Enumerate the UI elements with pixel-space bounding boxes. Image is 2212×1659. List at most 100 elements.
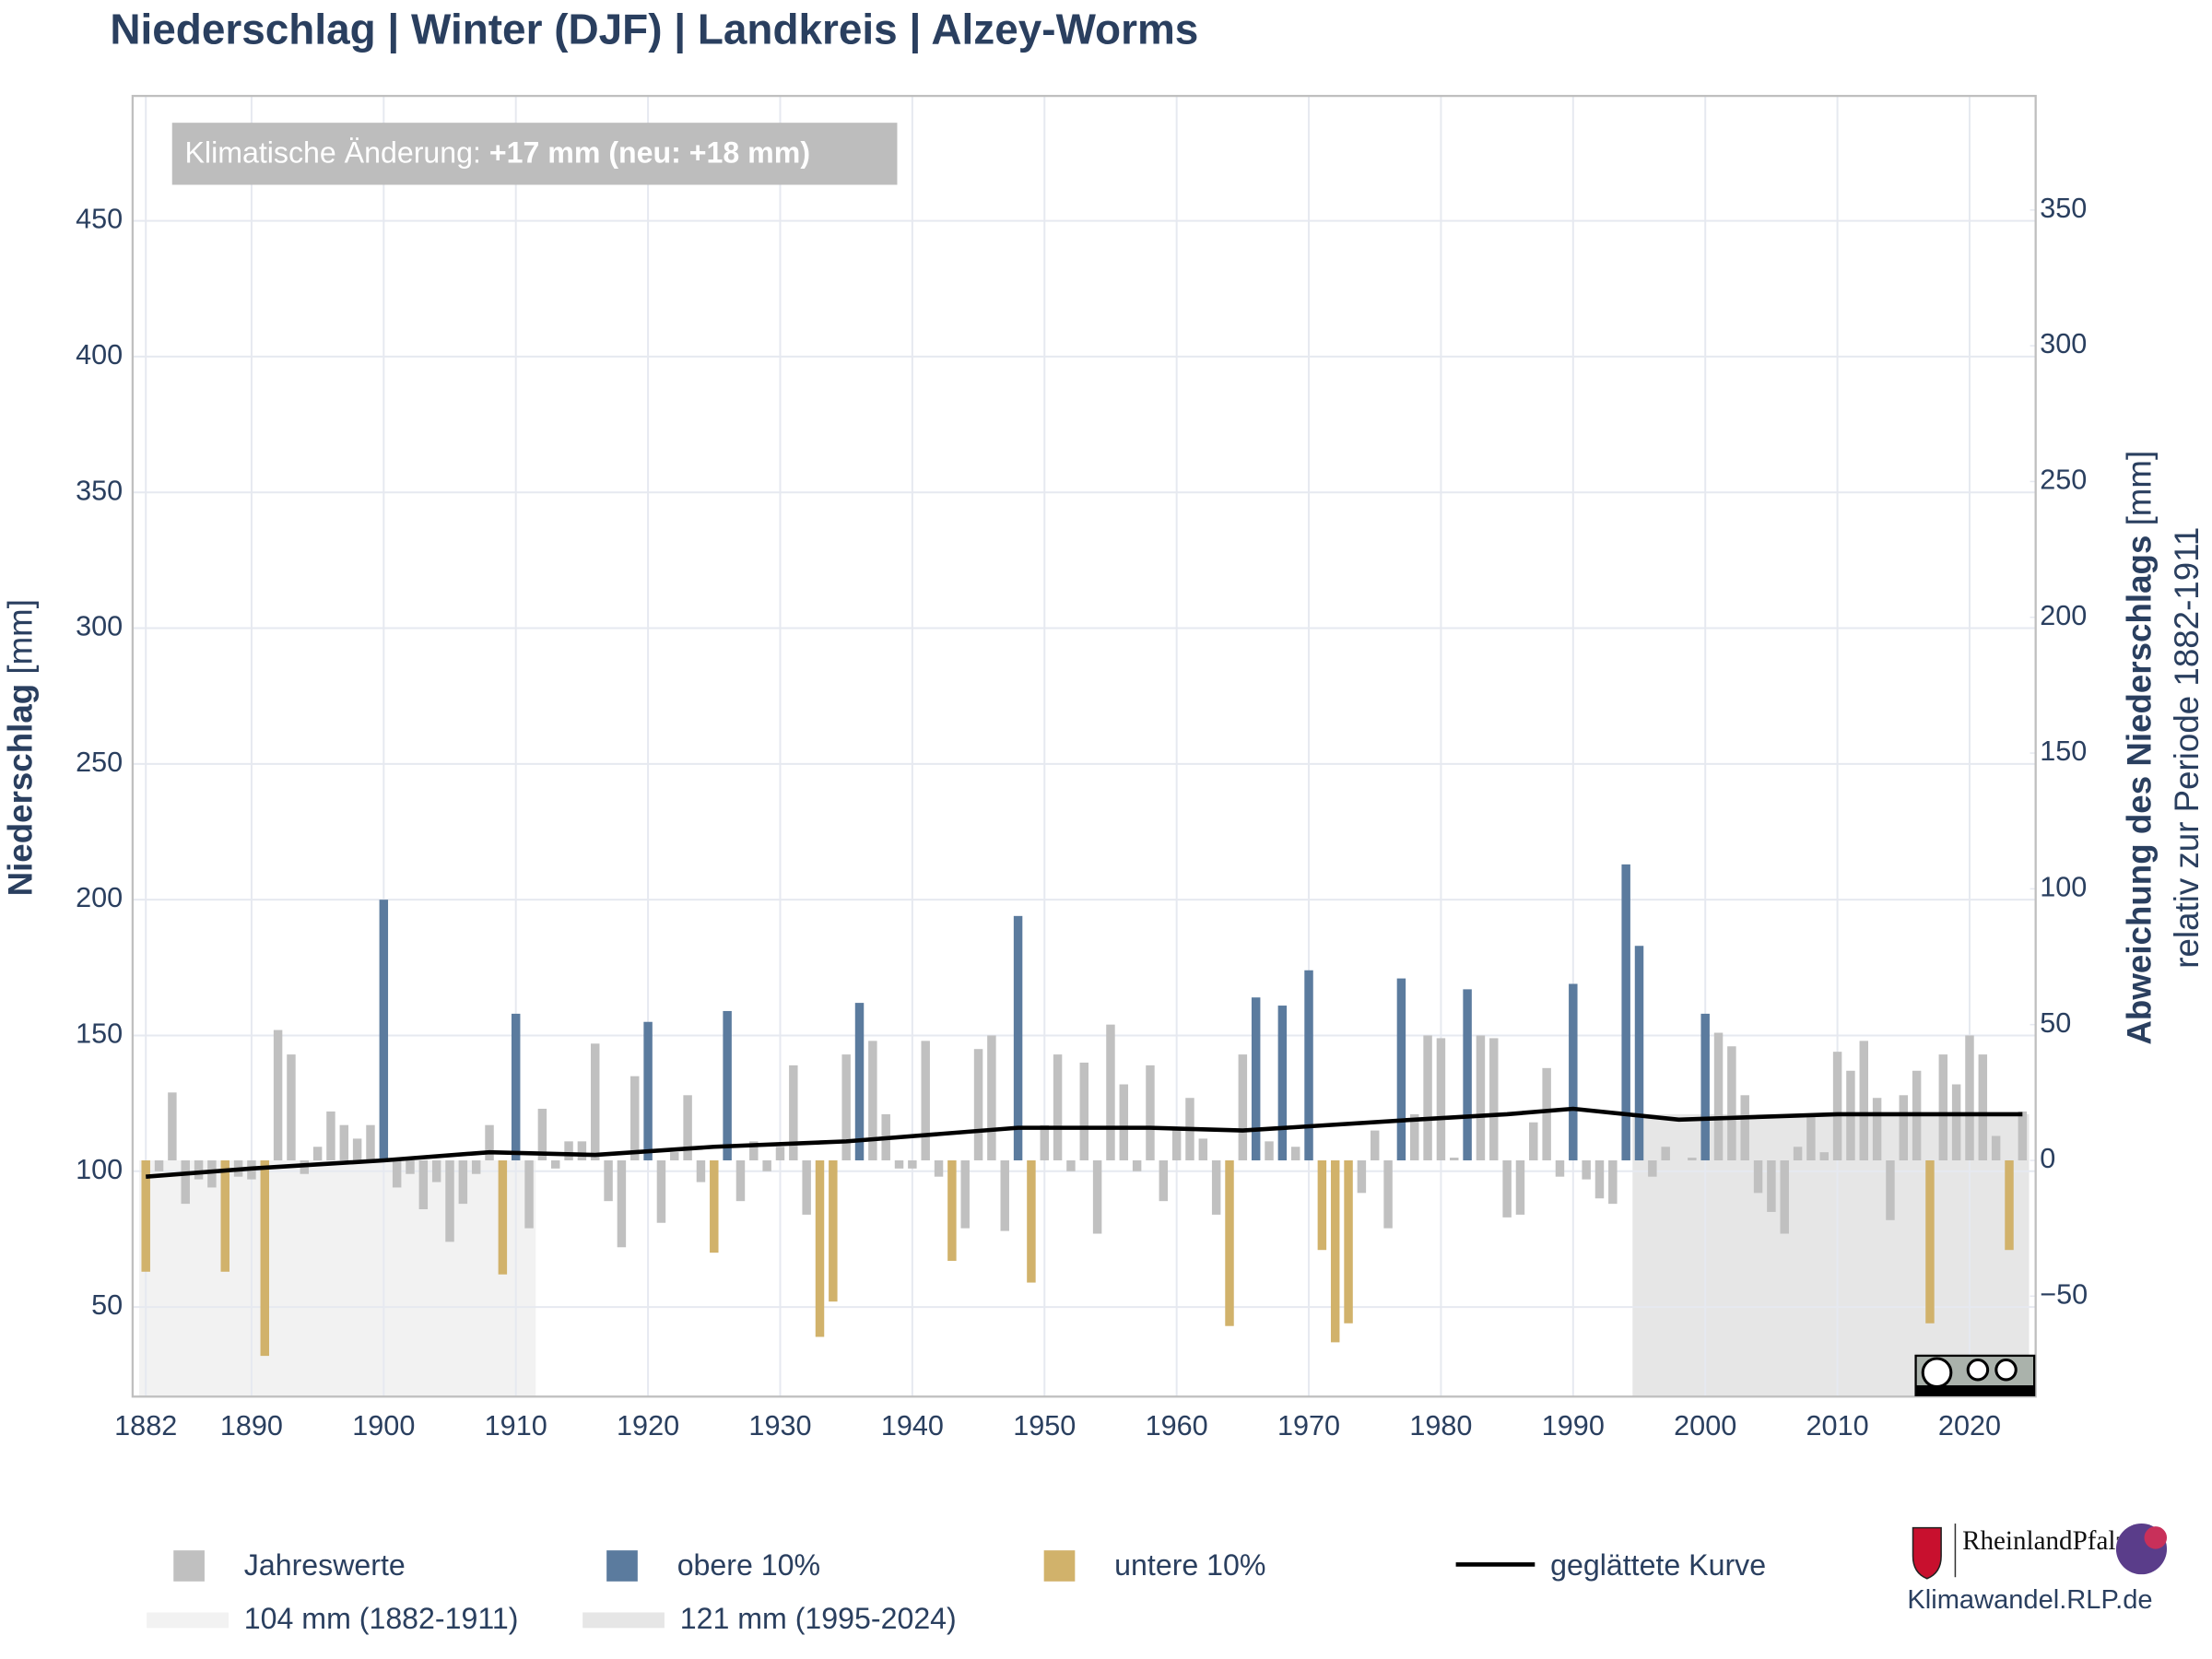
chart-title: Niederschlag | Winter (DJF) | Landkreis …: [110, 5, 1198, 53]
bar: [1146, 1065, 1155, 1160]
legend-label: Jahreswerte: [244, 1548, 406, 1582]
y2-tick-label: 150: [2040, 735, 2087, 767]
bar: [1344, 1159, 1353, 1324]
bar: [1569, 983, 1578, 1160]
y2-tick-label: 300: [2040, 328, 2087, 359]
reference-band: [139, 1159, 536, 1397]
y-tick-label: 100: [76, 1154, 123, 1185]
y-tick-label: 200: [76, 882, 123, 913]
bar: [815, 1159, 825, 1337]
bar: [154, 1159, 164, 1171]
bar: [921, 1041, 930, 1160]
bar: [1767, 1159, 1776, 1212]
bar: [1925, 1159, 1935, 1324]
cc-badge-strip: [1915, 1385, 2035, 1395]
y2-tick-label: 0: [2040, 1143, 2055, 1174]
bar: [564, 1141, 573, 1160]
bar: [1171, 1127, 1182, 1160]
bar: [1489, 1038, 1499, 1160]
y2-tick-label: 350: [2040, 193, 2087, 224]
x-tick-label: 1882: [114, 1410, 177, 1441]
bar: [1938, 1054, 1948, 1160]
bar: [947, 1159, 957, 1261]
bar: [1132, 1159, 1142, 1171]
bar: [418, 1159, 429, 1210]
x-tick-label: 1920: [617, 1410, 679, 1441]
legend-label: 104 mm (1882-1911): [244, 1602, 519, 1635]
annotation: Klimatische Änderung: +17 mm (neu: +18 m…: [185, 136, 811, 170]
bar: [1119, 1084, 1129, 1160]
bar: [987, 1035, 996, 1160]
y-tick-label: 350: [76, 475, 123, 506]
bar: [854, 1003, 865, 1160]
bar: [1515, 1159, 1525, 1215]
bar: [1608, 1159, 1618, 1205]
bar: [696, 1159, 706, 1182]
bar: [458, 1159, 468, 1205]
bar: [591, 1043, 600, 1160]
y2-axis-label: Abweichung des Niederschlags [mm]: [2120, 451, 2158, 1045]
bar: [1713, 1032, 1724, 1160]
bar: [1265, 1141, 1274, 1160]
x-tick-label: 1980: [1409, 1410, 1472, 1441]
bar: [1951, 1084, 1961, 1160]
by-icon: [1966, 1358, 1990, 1382]
bar: [617, 1159, 627, 1248]
bar: [1092, 1159, 1102, 1234]
bar: [1700, 1013, 1710, 1160]
bar: [1859, 1041, 1868, 1160]
bar: [1899, 1095, 1909, 1160]
bar: [168, 1092, 177, 1160]
x-tick-label: 1900: [352, 1410, 415, 1441]
bar: [749, 1141, 759, 1160]
bar: [670, 1152, 679, 1160]
bar: [312, 1147, 323, 1160]
bar: [392, 1159, 402, 1188]
bar: [1013, 915, 1023, 1160]
y-tick-label: 150: [76, 1018, 123, 1050]
annotation-text: Klimatische Änderung:: [185, 136, 489, 170]
bar: [220, 1159, 229, 1272]
bar: [656, 1159, 666, 1223]
bar: [498, 1159, 508, 1275]
bar: [550, 1159, 560, 1169]
reference-band: [1632, 1113, 2030, 1397]
bar: [273, 1030, 283, 1160]
y-axis-label: Niederschlag [mm]: [1, 599, 39, 896]
bar: [762, 1159, 771, 1171]
bar: [260, 1159, 269, 1357]
bar: [841, 1054, 851, 1160]
bar: [1410, 1113, 1419, 1160]
y-tick-label: 400: [76, 339, 123, 371]
bar: [1066, 1159, 1076, 1171]
bar: [1370, 1130, 1380, 1160]
bar: [973, 1049, 983, 1160]
logo: RheinlandPfalz Klimawandel.RLP.de: [1907, 1524, 2168, 1615]
bar: [181, 1159, 190, 1205]
bar: [643, 1021, 653, 1160]
smoothed-line: [146, 1106, 2023, 1179]
bar: [1304, 970, 1313, 1160]
bar: [683, 1095, 692, 1160]
logo-crest: [1912, 1526, 1942, 1580]
bar: [141, 1159, 150, 1272]
bar: [1978, 1054, 1988, 1160]
bar: [960, 1159, 970, 1229]
bar: [894, 1159, 904, 1169]
legend: Jahreswerte obere 10% untere 10% geglättete…: [147, 1548, 1766, 1635]
bar: [352, 1138, 362, 1160]
bar: [1832, 1052, 1842, 1160]
bar: [1886, 1159, 1895, 1220]
x-tick-label: 2000: [1674, 1410, 1736, 1441]
bar: [1727, 1046, 1736, 1160]
bar: [1793, 1147, 1803, 1160]
bar: [1225, 1159, 1234, 1326]
bar: [604, 1159, 613, 1202]
bar: [829, 1159, 838, 1302]
bar: [1436, 1038, 1446, 1160]
y2-tick-label: 50: [2040, 1007, 2071, 1039]
legend-label: geglättete Kurve: [1550, 1548, 1766, 1582]
y-axis-label-bold: Niederschlag: [1, 684, 39, 897]
